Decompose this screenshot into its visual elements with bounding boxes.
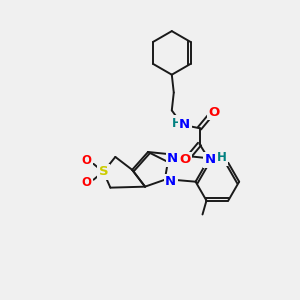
Text: N: N	[165, 175, 176, 188]
Text: H: H	[172, 117, 182, 130]
Text: O: O	[179, 153, 190, 167]
Text: S: S	[99, 165, 108, 178]
Text: N: N	[179, 118, 190, 131]
Text: O: O	[82, 154, 92, 167]
Text: N: N	[167, 152, 178, 165]
Text: O: O	[82, 176, 92, 189]
Text: O: O	[209, 106, 220, 119]
Text: N: N	[205, 153, 216, 167]
Text: H: H	[216, 152, 226, 164]
